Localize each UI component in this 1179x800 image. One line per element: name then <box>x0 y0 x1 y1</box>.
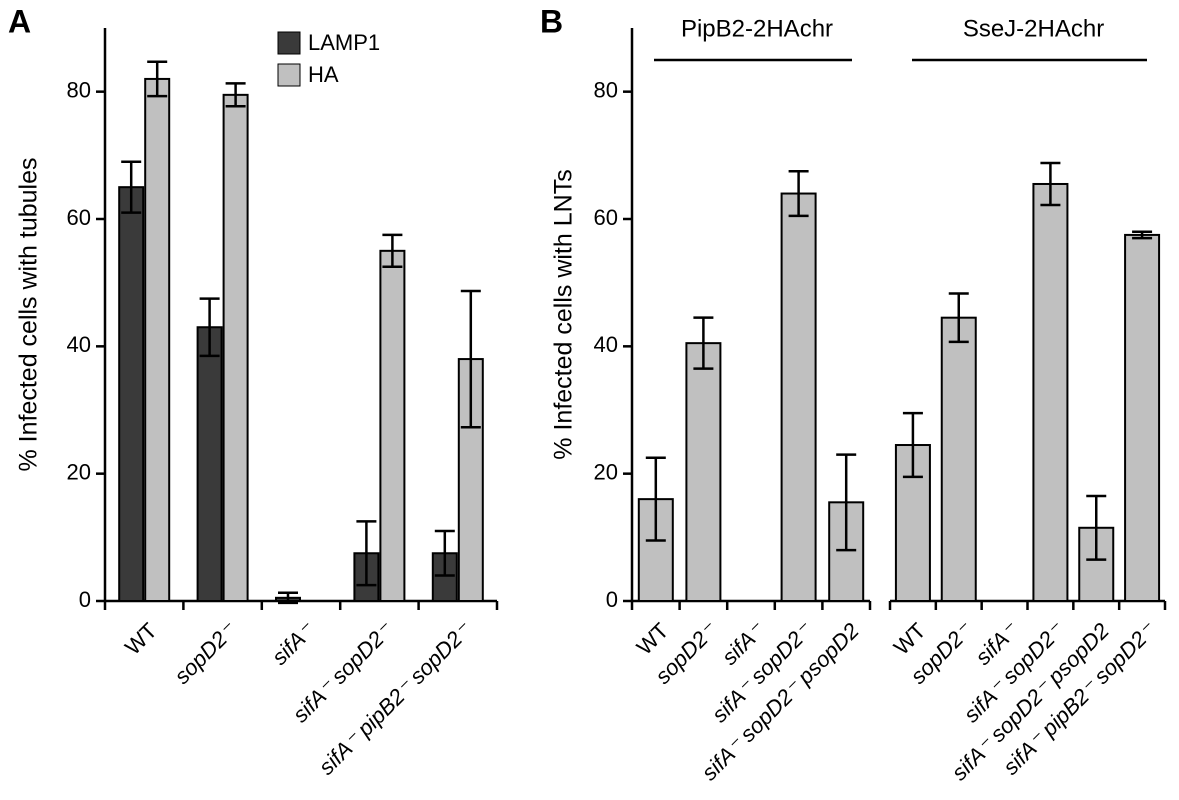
bar <box>196 326 223 602</box>
group-label: SseJ-2HAchr <box>963 15 1104 42</box>
panel-letter: B <box>540 3 563 39</box>
error-bar <box>693 316 714 370</box>
bar <box>780 192 817 603</box>
bar <box>894 444 931 602</box>
y-axis-title: % Infected cells with tubules <box>15 157 43 471</box>
error-bar <box>645 456 666 542</box>
y-tick-label: 80 <box>594 77 618 102</box>
bar <box>940 316 977 602</box>
error-bar <box>948 292 969 344</box>
y-tick-label: 40 <box>67 332 91 357</box>
error-bar <box>147 60 168 98</box>
y-tick-label: 60 <box>67 205 91 230</box>
bar <box>222 93 249 602</box>
legend-swatch <box>277 63 301 87</box>
error-bar <box>1132 230 1153 240</box>
error-bar <box>460 289 481 429</box>
y-tick-label: 0 <box>606 587 618 612</box>
bar <box>1032 182 1069 602</box>
legend-label: HA <box>308 62 339 87</box>
legend-swatch <box>277 31 301 55</box>
y-tick-label: 20 <box>67 459 91 484</box>
error-bar <box>382 233 403 268</box>
error-bar <box>199 297 220 358</box>
error-bar <box>902 411 923 479</box>
bar <box>685 342 722 602</box>
error-bar <box>434 529 455 577</box>
y-tick-label: 60 <box>594 205 618 230</box>
error-bar <box>278 591 298 605</box>
error-bar <box>356 520 377 587</box>
bar <box>144 77 171 602</box>
panel-letter: A <box>8 3 31 39</box>
error-bar <box>788 170 809 218</box>
legend-label: LAMP1 <box>308 30 380 55</box>
bar <box>379 249 406 602</box>
y-tick-label: 0 <box>79 587 91 612</box>
x-tick-label: sifA⁻ <box>267 616 321 670</box>
y-tick-label: 80 <box>67 77 91 102</box>
group-label: PipB2-2HAchr <box>681 15 833 42</box>
error-bar <box>1040 161 1061 207</box>
y-tick-label: 20 <box>594 459 618 484</box>
x-tick-label: WT <box>120 618 162 660</box>
error-bar <box>836 453 857 552</box>
x-tick-label: sopD2⁻ <box>169 616 242 689</box>
error-bar <box>121 160 142 214</box>
x-tick-label: sifA⁻ pipB2⁻ sopD2⁻ <box>314 616 477 779</box>
y-axis-title: % Infected cells with LNTs <box>550 169 578 459</box>
error-bar <box>225 82 246 108</box>
bar <box>118 186 145 603</box>
bar <box>1124 233 1161 603</box>
error-bar <box>1086 494 1107 561</box>
y-tick-label: 40 <box>594 332 618 357</box>
